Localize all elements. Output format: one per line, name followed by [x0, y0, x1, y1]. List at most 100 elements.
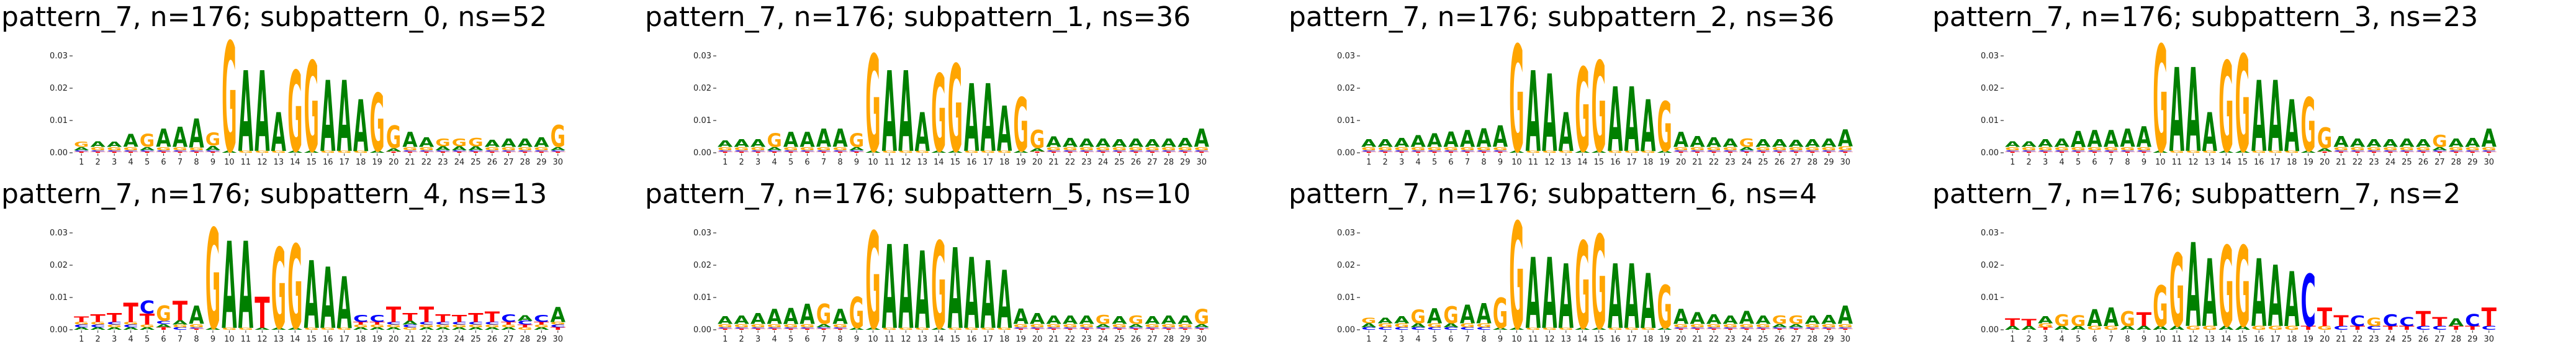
logo-letter-glyph: T: [2120, 151, 2136, 153]
logo-letter-A: A: [1112, 314, 1127, 327]
logo-letter-G: G: [551, 119, 565, 154]
logo-letter-glyph: C: [1805, 150, 1820, 152]
logo-letter-glyph: A: [123, 327, 138, 331]
logo-letter-G: G: [1476, 146, 1491, 151]
logo-letter-glyph: A: [173, 122, 188, 154]
sequence-logo-plot: 0.000.010.020.031CAG2CGA3CGA4CAG5CGA6CAG…: [1337, 214, 1853, 351]
logo-letter-C: C: [1145, 327, 1160, 329]
y-tick-label: 0.00: [50, 148, 68, 158]
logo-letter-glyph: A: [1575, 150, 1590, 153]
logo-letter-T: T: [1805, 151, 1821, 153]
x-tick-label: 1: [1366, 335, 1371, 344]
logo-letter-C: C: [2416, 325, 2431, 331]
logo-letter-A: A: [2235, 150, 2251, 153]
logo-letter-glyph: T: [1788, 151, 1804, 153]
logo-letter-A: A: [2383, 137, 2398, 150]
logo-letter-A: A: [156, 124, 171, 153]
logo-letter-A: A: [865, 327, 881, 330]
logo-letter-G: G: [2186, 325, 2200, 331]
logo-letter-T: T: [2317, 302, 2333, 332]
logo-letter-glyph: T: [2038, 151, 2054, 153]
logo-letter-glyph: T: [1194, 328, 1210, 330]
logo-letter-T: T: [1145, 151, 1161, 153]
logo-letter-glyph: C: [501, 312, 516, 325]
logo-letter-glyph: C: [2038, 150, 2053, 152]
logo-letter-A: A: [1427, 130, 1443, 152]
logo-letter-T: T: [2383, 151, 2399, 153]
logo-letter-glyph: A: [1657, 327, 1672, 330]
x-tick-label: 17: [339, 335, 349, 344]
logo-letter-glyph: T: [1128, 151, 1145, 153]
logo-letter-glyph: G: [271, 226, 286, 351]
logo-letter-G: G: [518, 146, 533, 151]
logo-letter-G: G: [734, 323, 749, 328]
logo-letter-glyph: A: [2300, 150, 2316, 153]
logo-letter-glyph: G: [2153, 274, 2168, 339]
x-tick-label: 21: [1692, 335, 1703, 344]
logo-letter-glyph: T: [2137, 151, 2153, 153]
logo-letter-glyph: T: [419, 151, 435, 153]
logo-letter-T: T: [2038, 151, 2054, 153]
logo-letter-glyph: C: [2465, 150, 2480, 152]
logo-letter-T: T: [107, 311, 122, 325]
x-tick-label: 19: [1016, 158, 1026, 167]
logo-letter-glyph: A: [534, 327, 549, 331]
logo-letter-glyph: A: [1030, 147, 1045, 152]
logo-letter-glyph: G: [1443, 146, 1458, 151]
logo-letter-glyph: A: [2087, 305, 2102, 332]
x-tick-label: 24: [454, 158, 465, 167]
logo-letter-C: C: [2416, 150, 2431, 152]
logo-panel: pattern_7, n=176; subpattern_7, ns=2 0.00…: [1931, 177, 2575, 354]
logo-letter-T: T: [156, 327, 171, 331]
logo-letter-glyph: G: [1788, 146, 1803, 151]
x-tick-label: 10: [2155, 335, 2166, 344]
logo-letter-T: T: [832, 151, 849, 153]
x-tick-label: 24: [2385, 335, 2396, 344]
logo-letter-T: T: [2333, 151, 2349, 153]
x-tick-label: 6: [161, 158, 166, 167]
x-tick-label: 5: [788, 158, 793, 167]
logo-letter-glyph: T: [1063, 328, 1079, 330]
logo-letter-T: T: [2071, 151, 2087, 153]
logo-letter-C: C: [1460, 327, 1475, 331]
logo-letter-A: A: [107, 327, 122, 331]
logo-letter-glyph: T: [91, 312, 106, 325]
x-tick-label: 21: [1692, 158, 1703, 167]
logo-letter-glyph: A: [1013, 304, 1028, 329]
logo-letter-glyph: A: [1493, 327, 1508, 330]
logo-letter-A: A: [1476, 299, 1492, 330]
logo-letter-glyph: C: [816, 150, 831, 152]
logo-letter-glyph: C: [353, 314, 368, 325]
logo-letter-G: G: [518, 327, 533, 331]
logo-letter-T: T: [140, 151, 156, 153]
y-tick-label: 0.03: [1981, 229, 1999, 238]
logo-letter-G: G: [2235, 224, 2250, 351]
logo-letter-C: C: [1706, 150, 1721, 152]
y-tick-label: 0.02: [693, 261, 711, 270]
logo-letter-G: G: [2038, 322, 2053, 329]
logo-letter-T: T: [534, 321, 549, 325]
logo-letter-glyph: T: [419, 302, 434, 327]
logo-letter-A: A: [964, 238, 979, 351]
logo-letter-glyph: G: [2366, 315, 2381, 329]
logo-letter-G: G: [107, 324, 122, 329]
logo-letter-G: G: [1178, 323, 1192, 328]
logo-letter-glyph: A: [107, 140, 122, 148]
logo-letter-glyph: C: [369, 314, 384, 325]
logo-letter-glyph: C: [1476, 327, 1491, 331]
x-tick-label: 15: [306, 158, 317, 167]
logo-letter-A: A: [1476, 123, 1491, 153]
logo-letter-T: T: [1739, 328, 1755, 330]
logo-letter-glyph: T: [1161, 328, 1178, 330]
logo-letter-glyph: A: [1641, 258, 1655, 345]
logo-letter-glyph: T: [2399, 325, 2415, 331]
x-tick-label: 12: [2188, 335, 2199, 344]
logo-letter-A: A: [1690, 133, 1705, 150]
logo-letter-glyph: G: [91, 146, 106, 151]
y-tick-label: 0.02: [1337, 84, 1355, 93]
logo-letter-A: A: [2137, 325, 2152, 331]
logo-letter-glyph: G: [1194, 146, 1209, 151]
logo-letter-G: G: [2071, 312, 2086, 329]
logo-letter-glyph: T: [1030, 151, 1046, 153]
logo-letter-G: G: [1194, 146, 1209, 151]
